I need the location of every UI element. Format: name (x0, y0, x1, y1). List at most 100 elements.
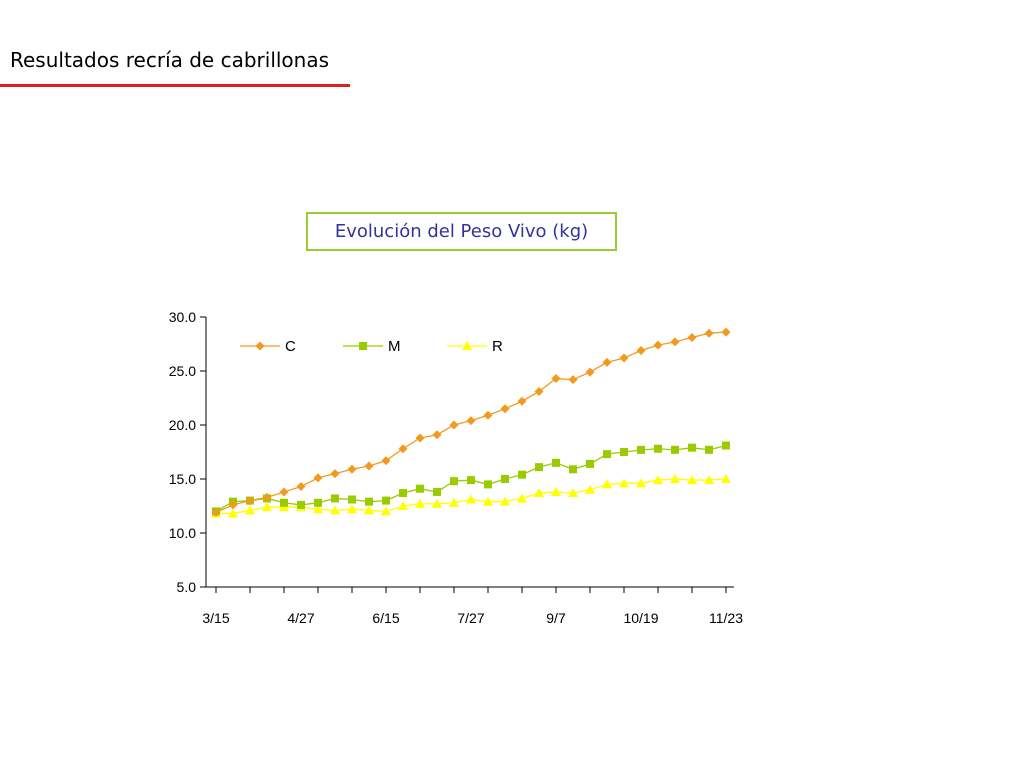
data-point-m (705, 445, 713, 454)
data-point-m (569, 465, 577, 474)
data-point-c (670, 337, 680, 347)
data-point-r (228, 508, 238, 518)
data-point-r (432, 498, 442, 508)
legend-marker-r (462, 341, 472, 350)
data-point-m (620, 448, 628, 456)
data-point-c (279, 487, 289, 497)
data-point-m (535, 463, 543, 472)
data-point-m (501, 475, 509, 483)
x-tick-label: 7/27 (457, 610, 484, 626)
x-tick-label: 9/7 (546, 610, 566, 626)
legend-label-c: C (285, 338, 296, 355)
x-tick-label: 11/23 (709, 610, 743, 626)
x-tick-label: 6/15 (372, 610, 399, 626)
data-point-c (721, 327, 731, 337)
data-point-m (348, 495, 356, 504)
data-point-r (364, 505, 374, 515)
data-point-c (568, 375, 578, 385)
data-point-m (314, 498, 322, 507)
data-point-c (636, 345, 646, 355)
y-tick-label: 15.0 (169, 471, 196, 487)
x-tick-label: 4/27 (287, 610, 314, 626)
data-point-r (330, 505, 340, 515)
y-tick-label: 10.0 (169, 525, 196, 541)
data-point-c (551, 374, 561, 384)
y-tick-label: 5.0 (177, 579, 197, 595)
data-point-m (399, 489, 407, 498)
data-point-c (466, 416, 476, 426)
chart-title: Evolución del Peso Vivo (kg) (306, 212, 617, 251)
x-tick-label: 10/19 (623, 610, 658, 626)
data-point-c (211, 507, 221, 517)
data-point-c (653, 340, 663, 350)
data-point-c (704, 328, 714, 338)
data-point-m (518, 470, 526, 479)
data-point-c (296, 482, 306, 492)
data-point-r (398, 501, 408, 510)
data-point-c (364, 461, 374, 471)
data-point-r (687, 475, 697, 485)
data-point-m (450, 477, 458, 486)
data-point-m (722, 441, 730, 450)
data-point-r (415, 498, 425, 508)
data-point-c (313, 473, 323, 483)
data-point-c (347, 464, 357, 474)
data-point-c (449, 420, 459, 430)
data-point-r (585, 484, 595, 494)
legend-marker-c (255, 341, 265, 351)
data-point-r (653, 475, 663, 485)
legend-marker-m (359, 342, 367, 350)
data-point-r (449, 497, 459, 507)
data-point-r (704, 475, 714, 485)
data-point-r (636, 478, 646, 488)
legend-label-m: M (388, 338, 401, 355)
data-point-c (602, 357, 612, 367)
data-point-c (432, 430, 442, 440)
data-point-r (262, 502, 272, 512)
data-point-r (500, 496, 510, 506)
data-point-c (500, 404, 510, 414)
data-point-r (534, 488, 544, 498)
data-point-m (654, 444, 662, 453)
data-point-r (619, 478, 629, 488)
data-point-m (603, 450, 611, 459)
data-point-c (585, 367, 595, 377)
data-point-m (280, 498, 288, 507)
data-point-c (398, 444, 408, 454)
data-point-m (382, 496, 390, 505)
y-tick-label: 20.0 (169, 417, 196, 433)
data-point-c (517, 396, 527, 406)
data-point-r (483, 496, 493, 506)
data-point-c (330, 469, 340, 479)
data-point-c (483, 410, 493, 420)
data-point-m (297, 500, 305, 509)
data-point-r (721, 474, 731, 483)
y-tick-label: 30.0 (169, 309, 196, 325)
data-point-m (365, 497, 373, 506)
data-point-m (671, 445, 679, 454)
data-point-m (331, 494, 339, 503)
data-point-m (637, 445, 645, 454)
data-point-m (552, 458, 560, 467)
data-point-c (262, 492, 272, 502)
data-point-c (381, 456, 391, 466)
y-tick-label: 25.0 (169, 363, 196, 379)
data-point-r (381, 506, 391, 516)
data-point-m (688, 443, 696, 452)
data-point-c (245, 496, 255, 506)
data-point-r (347, 504, 357, 514)
data-point-m (416, 484, 424, 493)
legend-label-r: R (492, 338, 503, 355)
data-point-r (670, 474, 680, 483)
slide-title: Resultados recría de cabrillonas (10, 48, 330, 72)
data-point-m (586, 459, 594, 468)
data-point-m (433, 487, 441, 496)
data-point-c (415, 433, 425, 443)
data-point-r (466, 494, 476, 504)
data-point-c (619, 353, 629, 363)
data-point-c (687, 333, 697, 343)
data-point-c (534, 387, 544, 397)
data-point-r (568, 488, 578, 498)
data-point-c (228, 500, 238, 510)
